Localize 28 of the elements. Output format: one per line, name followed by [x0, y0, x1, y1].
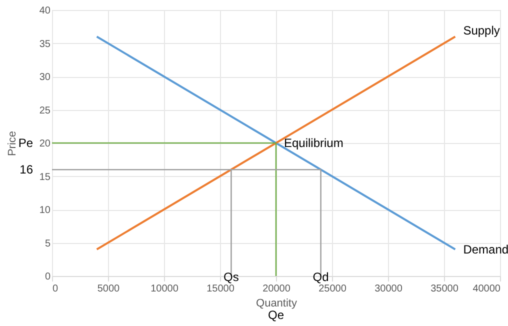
y-tick-label: 0: [44, 272, 51, 282]
x-axis-title: Quantity: [256, 298, 298, 310]
x-tick-label: 15000: [206, 284, 235, 294]
x-tick-label: 10000: [150, 284, 179, 294]
y-tick-label: 30: [39, 72, 51, 83]
y-tick-label: 5: [44, 238, 51, 250]
y-tick-label: 25: [39, 105, 51, 116]
x-tick-label: 0: [52, 284, 58, 294]
x-tick-label: 20000: [262, 284, 291, 294]
series-label: Demand: [463, 242, 508, 256]
annotation: 16: [20, 162, 34, 177]
x-tick-label: 25000: [318, 284, 347, 294]
text: Qe: [268, 308, 284, 322]
annotation: Qs: [224, 270, 239, 284]
x-tick-label: 35000: [430, 284, 459, 294]
y-axis-title: Price: [6, 130, 18, 156]
y-tick-label: 15: [39, 172, 51, 183]
x-tick-label: 30000: [374, 284, 403, 294]
x-tick-label: 40000: [472, 284, 501, 294]
x-tick-label: 5000: [97, 284, 120, 294]
annotation: Equilibrium: [284, 136, 344, 150]
annotation: Qd: [312, 270, 329, 284]
y-tick-label: 40: [39, 6, 51, 16]
annotation: Pe: [18, 136, 34, 150]
y-tick-label: 20: [39, 138, 51, 150]
y-tick-label: 10: [39, 205, 51, 216]
series-label: Supply: [463, 24, 500, 38]
y-tick-label: 35: [39, 38, 51, 50]
